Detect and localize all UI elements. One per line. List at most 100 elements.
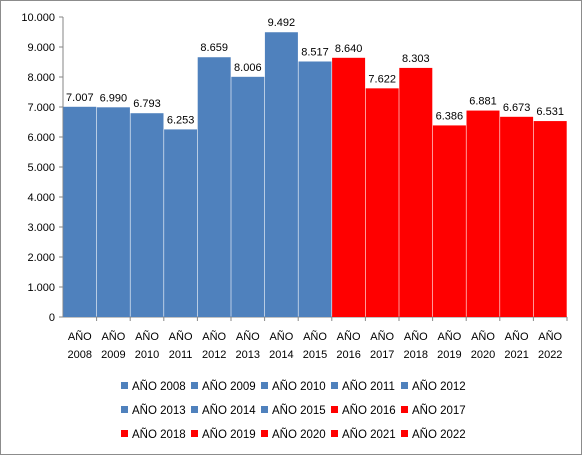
bar: [96, 107, 130, 317]
data-label: 6.990: [100, 92, 128, 104]
y-tick-label: 1.000: [27, 282, 55, 294]
legend-label: AÑO 2020: [272, 428, 326, 441]
bar: [500, 116, 534, 317]
legend-swatch: [401, 406, 408, 413]
x-tick-label: AÑO: [303, 330, 327, 343]
legend-swatch: [401, 430, 408, 437]
bar: [365, 88, 399, 317]
x-tick-label: AÑO: [269, 330, 293, 343]
y-tick-label: 10.000: [21, 12, 55, 24]
x-tick-label: 2014: [269, 349, 293, 361]
x-tick-label: AÑO: [68, 330, 92, 343]
x-tick-label: AÑO: [101, 330, 125, 343]
data-label: 8.006: [234, 62, 262, 74]
x-tick-label: AÑO: [236, 330, 260, 343]
x-tick-label: 2020: [471, 349, 495, 361]
legend-label: AÑO 2018: [132, 428, 186, 441]
x-tick-label: 2019: [437, 349, 461, 361]
x-tick-label: 2013: [236, 349, 260, 361]
legend-label: AÑO 2014: [202, 404, 256, 417]
bar: [130, 113, 164, 318]
legend: AÑO 2008 AÑO 2009 AÑO 2010 AÑO 2011 AÑO 2012…: [121, 380, 466, 441]
data-label: 7.007: [66, 92, 94, 104]
data-label: 8.659: [200, 42, 228, 54]
x-tick-label: 2015: [303, 349, 327, 361]
x-tick-label: AÑO: [471, 330, 495, 343]
y-axis-ticks: 0 1.000 2.000 3.000 4.000 5.000 6.000 7.000 8.00…: [21, 12, 63, 324]
data-label: 6.881: [469, 96, 497, 108]
legend-swatch: [121, 382, 128, 389]
legend-swatch: [261, 430, 268, 437]
bar: [264, 32, 298, 318]
bar: [197, 57, 231, 317]
x-tick-label: 2009: [101, 349, 125, 361]
x-tick-label: 2012: [202, 349, 226, 361]
data-label: 7.622: [368, 73, 396, 85]
x-tick-label: AÑO: [505, 330, 529, 343]
legend-swatch: [331, 430, 338, 437]
data-labels: 7.007 6.990 6.793 6.253 8.659 8.006 9.492 8.517…: [66, 17, 564, 126]
y-tick-label: 8.000: [27, 72, 55, 84]
x-tick-label: 2011: [169, 349, 193, 361]
y-tick-label: 7.000: [27, 102, 55, 114]
y-tick-label: 4.000: [27, 192, 55, 204]
x-tick-label: AÑO: [404, 330, 428, 343]
y-tick-label: 3.000: [27, 222, 55, 234]
x-tick-label: 2022: [538, 349, 562, 361]
y-tick-label: 5.000: [27, 162, 55, 174]
legend-label: AÑO 2010: [272, 380, 326, 393]
legend-label: AÑO 2013: [132, 404, 186, 417]
legend-swatch: [261, 406, 268, 413]
data-label: 8.303: [402, 53, 430, 65]
x-tick-label: AÑO: [437, 330, 461, 343]
data-label: 6.673: [503, 102, 531, 114]
legend-swatch: [331, 406, 338, 413]
legend-swatch: [191, 406, 198, 413]
x-tick-label: 2016: [336, 349, 360, 361]
bar: [432, 125, 466, 317]
legend-label: AÑO 2016: [342, 404, 396, 417]
data-label: 8.517: [301, 46, 329, 58]
data-label: 6.531: [536, 106, 564, 118]
bars: [63, 32, 567, 318]
legend-label: AÑO 2017: [412, 404, 466, 417]
bar: [63, 106, 97, 317]
legend-label: AÑO 2019: [202, 428, 256, 441]
legend-label: AÑO 2012: [412, 380, 466, 393]
data-label: 6.253: [167, 114, 195, 126]
x-tick-label: AÑO: [169, 330, 193, 343]
x-tick-label: 2017: [370, 349, 394, 361]
bar: [399, 67, 433, 317]
bar: [466, 110, 500, 317]
legend-label: AÑO 2008: [132, 380, 186, 393]
legend-swatch: [121, 430, 128, 437]
data-label: 6.386: [436, 110, 464, 122]
legend-swatch: [261, 382, 268, 389]
x-tick-label: AÑO: [337, 330, 361, 343]
bar: [298, 61, 332, 317]
data-label: 8.640: [335, 43, 363, 55]
data-label: 9.492: [268, 17, 296, 29]
x-axis-ticks: AÑO 2008 AÑO 2009 AÑO 2010 AÑO 2011 AÑO 2012 AÑO 20…: [68, 317, 568, 361]
legend-swatch: [121, 406, 128, 413]
x-tick-label: 2010: [135, 349, 159, 361]
legend-swatch: [401, 382, 408, 389]
legend-label: AÑO 2009: [202, 380, 256, 393]
x-tick-label: 2018: [404, 349, 428, 361]
data-label: 6.793: [133, 98, 161, 110]
legend-label: AÑO 2021: [342, 428, 396, 441]
legend-label: AÑO 2015: [272, 404, 326, 417]
y-tick-label: 2.000: [27, 252, 55, 264]
legend-swatch: [191, 430, 198, 437]
y-tick-label: 9.000: [27, 42, 55, 54]
x-tick-label: AÑO: [370, 330, 394, 343]
y-tick-label: 0: [49, 312, 55, 324]
x-tick-label: 2021: [504, 349, 528, 361]
x-tick-label: AÑO: [135, 330, 159, 343]
legend-swatch: [331, 382, 338, 389]
bar: [231, 76, 265, 317]
x-tick-label: AÑO: [538, 330, 562, 343]
x-tick-label: 2008: [68, 349, 92, 361]
